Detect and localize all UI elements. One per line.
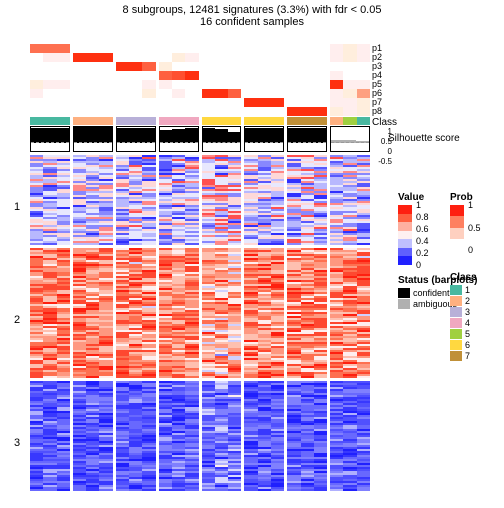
legends-panel: 10.50-0.5 Value 10.80.60.40.20 Status (b…: [398, 124, 498, 319]
value-legend-title: Value: [398, 192, 498, 203]
probability-heatmap: [30, 44, 370, 116]
chart-title: 8 subgroups, 12481 signatures (3.3%) wit…: [0, 4, 504, 16]
main-heatmap: [30, 155, 370, 494]
class-legend-items: 1234567: [450, 285, 477, 361]
class-annotation-bar: [30, 117, 370, 125]
prob-colorbar: [450, 205, 464, 250]
status-legend-items: confidentambiguous: [398, 288, 498, 309]
probability-row-labels: p1p2p3p4p5p6p7p8: [372, 44, 382, 116]
silhouette-barplots: [30, 126, 370, 152]
main-plot-area: [30, 44, 370, 494]
chart-subtitle: 16 confident samples: [0, 16, 504, 28]
value-colorbar: [398, 205, 412, 265]
status-legend-title: Status (barplots): [398, 275, 498, 286]
class-legend-title: Class: [450, 272, 477, 283]
silhouette-ticks: 10.50-0.5: [372, 127, 392, 167]
